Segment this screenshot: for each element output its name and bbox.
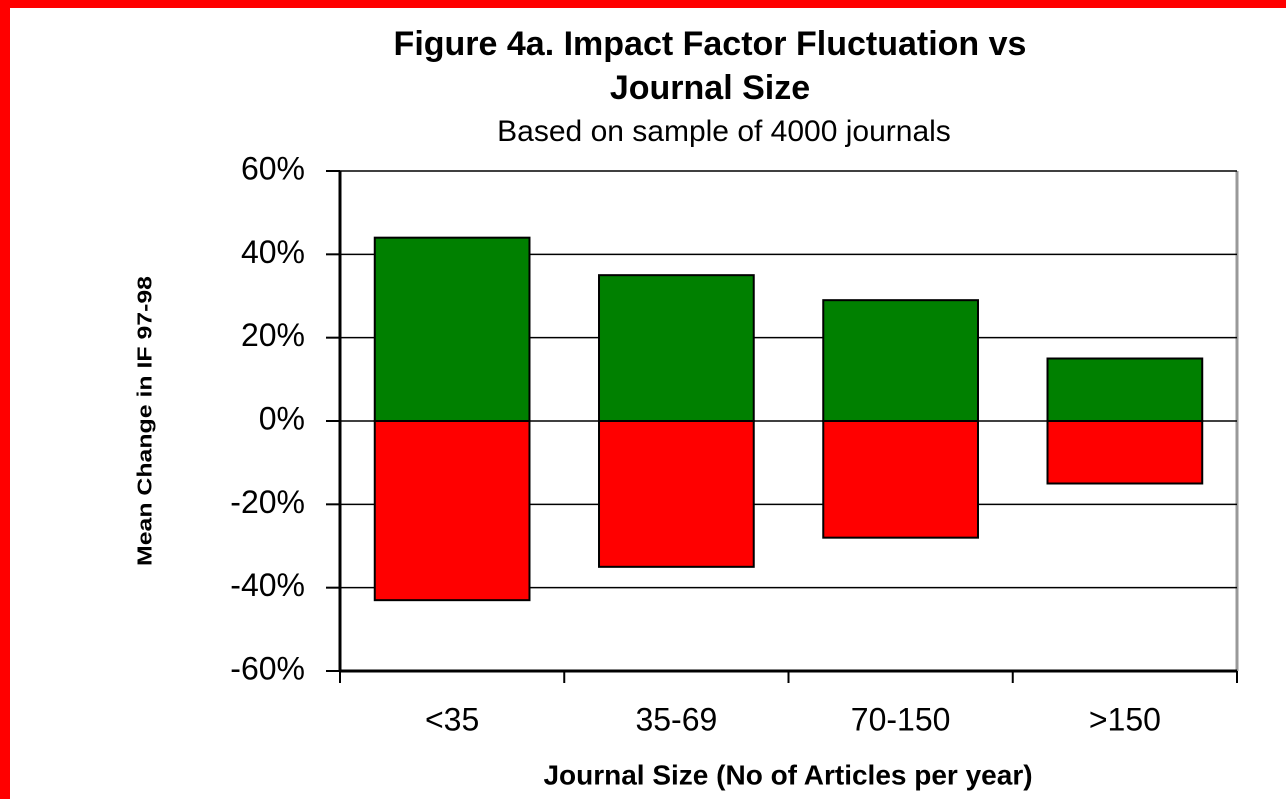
bar xyxy=(822,299,979,422)
y-tick-label: 0% xyxy=(259,400,305,436)
y-tick-label: 20% xyxy=(241,317,305,353)
x-tick-label: 70-150 xyxy=(851,701,951,737)
y-tick-label: -20% xyxy=(230,484,305,520)
x-axis-label: Journal Size (No of Articles per year) xyxy=(543,759,1032,790)
y-axis-label: Mean Change in IF 97-98 xyxy=(134,276,156,566)
y-tick-label: -60% xyxy=(230,650,305,686)
chart-title: Figure 4a. Impact Factor Fluctuation vs … xyxy=(393,25,1027,107)
x-tick-label: >150 xyxy=(1089,701,1161,737)
bar xyxy=(373,236,531,422)
bar xyxy=(1046,357,1204,422)
x-tick-label: 35-69 xyxy=(635,701,717,737)
y-tick-label: -40% xyxy=(230,567,305,603)
bar xyxy=(373,420,531,602)
bar xyxy=(598,274,755,422)
x-tick-label: <35 xyxy=(425,701,479,737)
y-tick-label: 40% xyxy=(241,234,305,270)
bar xyxy=(598,420,755,568)
chart-subtitle: Based on sample of 4000 journals xyxy=(497,115,951,148)
bar xyxy=(1046,420,1204,485)
bar xyxy=(822,420,979,539)
y-tick-label: 60% xyxy=(241,150,305,186)
